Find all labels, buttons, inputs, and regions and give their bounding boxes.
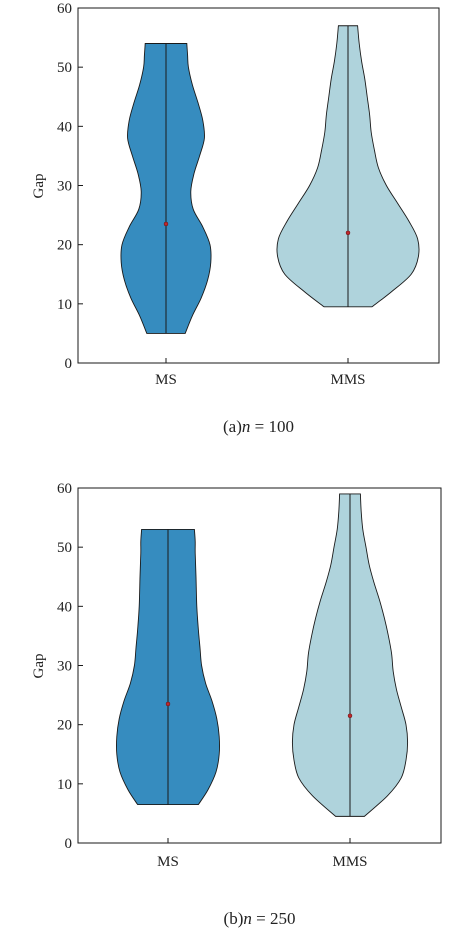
y-tick-label-50: 50 (57, 60, 72, 76)
figure-caption: (b)n = 250 (224, 909, 296, 928)
y-axis-label: Gap (31, 174, 47, 199)
y-tick-label-0: 0 (65, 836, 73, 852)
y-axis-label: Gap (31, 654, 47, 679)
y-tick-label-10: 10 (57, 777, 72, 793)
y-tick-label-50: 50 (57, 540, 72, 556)
y-tick-label-60: 60 (57, 481, 72, 497)
y-tick-label-60: 60 (57, 1, 72, 17)
y-tick-label-40: 40 (57, 119, 72, 135)
chart-panel-b: 0 10 20 30 40 50 60 MS MMS Gap (b)n = 250 (31, 481, 442, 928)
x-tick-label-ms: MS (155, 372, 177, 388)
violin-ms-median-dot (165, 701, 171, 707)
y-tick-label-30: 30 (57, 659, 72, 675)
x-tick-label-mms: MMS (332, 854, 367, 870)
y-tick-label-10: 10 (57, 297, 72, 313)
chart-panel-a: 0 10 20 30 40 50 60 MS MMS Gap (a)n = 100 (31, 1, 440, 436)
y-tick-label-40: 40 (57, 599, 72, 615)
x-tick-label-ms: MS (157, 854, 179, 870)
violin-mms-median-dot (347, 713, 353, 719)
x-tick-label-mms: MMS (330, 372, 365, 388)
violin-ms-median-dot (163, 221, 169, 227)
y-tick-label-20: 20 (57, 718, 72, 734)
figure-caption: (a)n = 100 (223, 417, 294, 436)
y-tick-label-0: 0 (65, 356, 73, 372)
y-tick-label-30: 30 (57, 179, 72, 195)
y-tick-label-20: 20 (57, 238, 72, 254)
violin-mms-median-dot (345, 230, 351, 236)
